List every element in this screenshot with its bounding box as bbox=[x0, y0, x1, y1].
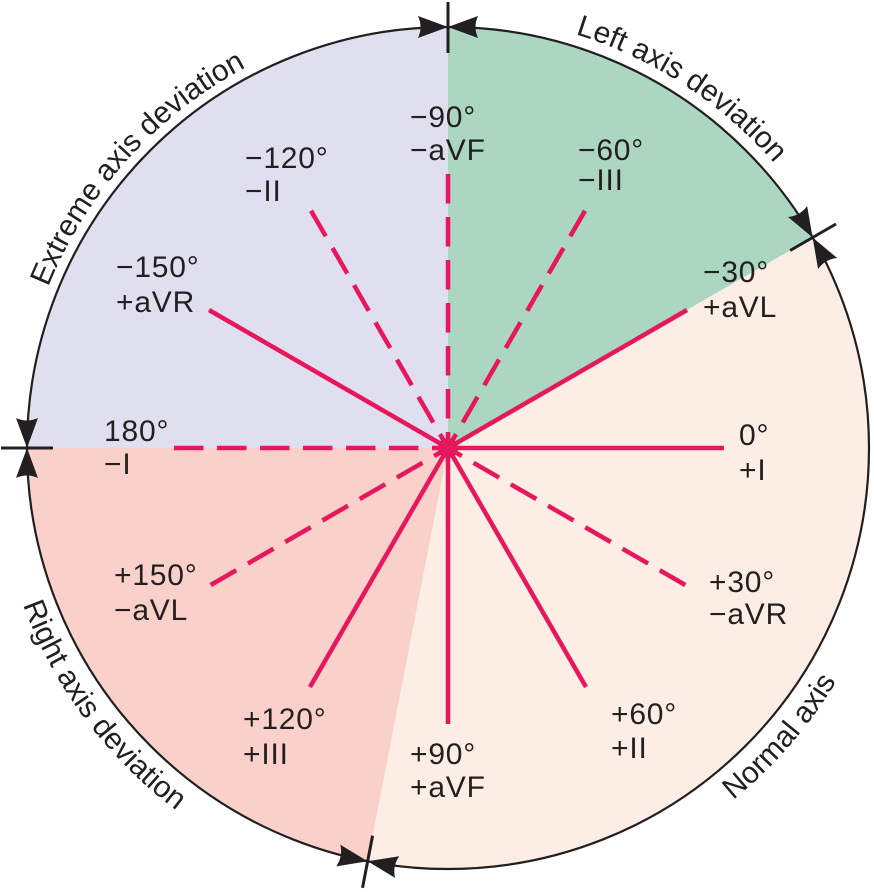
svg-text:+II: +II bbox=[611, 732, 648, 765]
svg-text:−30°: −30° bbox=[703, 256, 769, 289]
svg-text:+150°: +150° bbox=[114, 559, 198, 592]
svg-text:0°: 0° bbox=[739, 419, 769, 452]
svg-text:+aVR: +aVR bbox=[116, 286, 195, 319]
svg-text:+60°: +60° bbox=[611, 698, 677, 731]
svg-text:−aVF: −aVF bbox=[410, 134, 486, 167]
svg-text:180°: 180° bbox=[104, 415, 169, 448]
svg-text:−150°: −150° bbox=[116, 251, 200, 284]
svg-text:−60°: −60° bbox=[578, 134, 644, 167]
svg-text:+120°: +120° bbox=[243, 703, 327, 736]
svg-text:+I: +I bbox=[739, 454, 766, 487]
svg-text:+aVL: +aVL bbox=[703, 291, 777, 324]
svg-text:+III: +III bbox=[243, 738, 289, 771]
svg-text:+30°: +30° bbox=[709, 566, 775, 599]
svg-text:+aVF: +aVF bbox=[410, 771, 486, 804]
svg-text:−aVL: −aVL bbox=[114, 594, 188, 627]
svg-text:−II: −II bbox=[245, 175, 282, 208]
svg-text:−90°: −90° bbox=[410, 101, 476, 134]
svg-text:−aVR: −aVR bbox=[709, 598, 788, 631]
svg-text:+90°: +90° bbox=[410, 738, 476, 771]
svg-text:−120°: −120° bbox=[245, 142, 329, 175]
svg-text:−I: −I bbox=[104, 448, 131, 481]
svg-text:−III: −III bbox=[578, 164, 624, 197]
